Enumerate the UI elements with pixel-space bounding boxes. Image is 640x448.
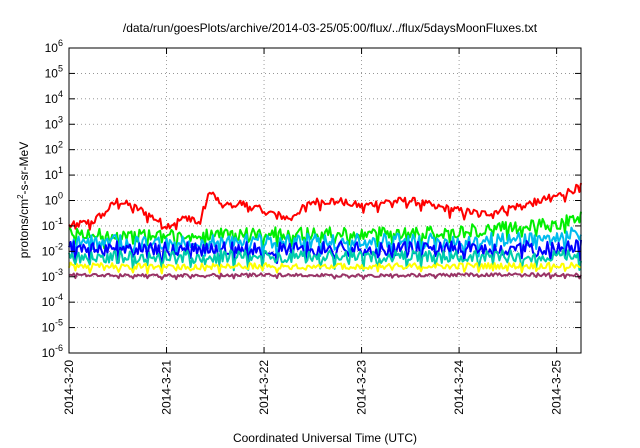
y-tick-exponent: -5 [55,318,63,328]
y-tick-exponent: -4 [55,292,63,302]
series-line-7 [68,272,582,281]
y-axis: 10-610-510-410-310-210-11001011021031041… [42,38,581,360]
y-tick-base: 10 [45,66,59,80]
y-tick-label: 10-5 [42,318,63,335]
series-line-1 [68,182,582,231]
y-tick-exponent: 2 [58,140,63,150]
y-tick-base: 10 [45,168,59,182]
y-tick-label: 104 [45,89,63,106]
y-tick-base: 10 [42,321,56,335]
y-tick-exponent: 1 [58,165,63,175]
x-axis: 2014-3-20 2014-3-21 2014-3-22 2014-3-23 2014… [62,48,564,415]
x-tick-label: 2014-3-25 [550,360,564,415]
y-tick-exponent: -1 [55,216,63,226]
y-tick-base: 10 [45,92,59,106]
y-tick-label: 103 [45,114,63,131]
series-line-4 [68,239,582,267]
x-tick-label: 2014-3-23 [355,360,369,415]
y-tick-base: 10 [45,194,59,208]
x-tick-label: 2014-3-20 [62,360,76,415]
y-tick-label: 100 [45,191,63,208]
y-tick-base: 10 [42,346,56,360]
x-axis-label: Coordinated Universal Time (UTC) [233,431,417,445]
y-tick-exponent: -6 [55,343,63,353]
y-tick-label: 10-3 [42,267,63,284]
series-group [68,182,582,281]
x-tick-label: 2014-3-22 [257,360,271,415]
y-tick-base: 10 [45,143,59,157]
x-tick-label: 2014-3-21 [160,360,174,415]
y-tick-label: 101 [45,165,63,182]
y-tick-exponent: 6 [58,38,63,48]
y-tick-base: 10 [42,295,56,309]
y-tick-label: 105 [45,63,63,80]
y-tick-label: 10-2 [42,241,63,258]
y-tick-exponent: -2 [55,241,63,251]
series-line-5 [68,248,582,272]
y-tick-label: 106 [45,38,63,55]
y-tick-exponent: 3 [58,114,63,124]
y-axis-label-part-2: -s-sr-MeV [17,142,31,195]
y-tick-exponent: 4 [58,89,63,99]
y-tick-exponent: 0 [58,191,63,201]
y-tick-base: 10 [45,41,59,55]
y-tick-base: 10 [42,244,56,258]
series-line-6 [68,261,582,275]
y-tick-base: 10 [42,219,56,233]
x-tick-label: 2014-3-24 [452,360,466,415]
grid [69,48,581,353]
y-tick-label: 10-6 [42,343,63,360]
series-line-2 [68,211,582,252]
y-axis-label-exponent: 2 [16,194,25,199]
y-tick-label: 102 [45,140,63,157]
y-tick-exponent: 5 [58,63,63,73]
y-tick-label: 10-4 [42,292,63,309]
y-axis-label: protons/cm2-s-sr-MeV [16,142,31,258]
y-tick-base: 10 [45,117,59,131]
chart-title: /data/run/goesPlots/archive/2014-03-25/0… [123,21,538,35]
y-tick-base: 10 [42,270,56,284]
y-tick-label: 10-1 [42,216,63,233]
y-axis-label-part-1: protons/cm [17,199,31,258]
y-tick-exponent: -3 [55,267,63,277]
